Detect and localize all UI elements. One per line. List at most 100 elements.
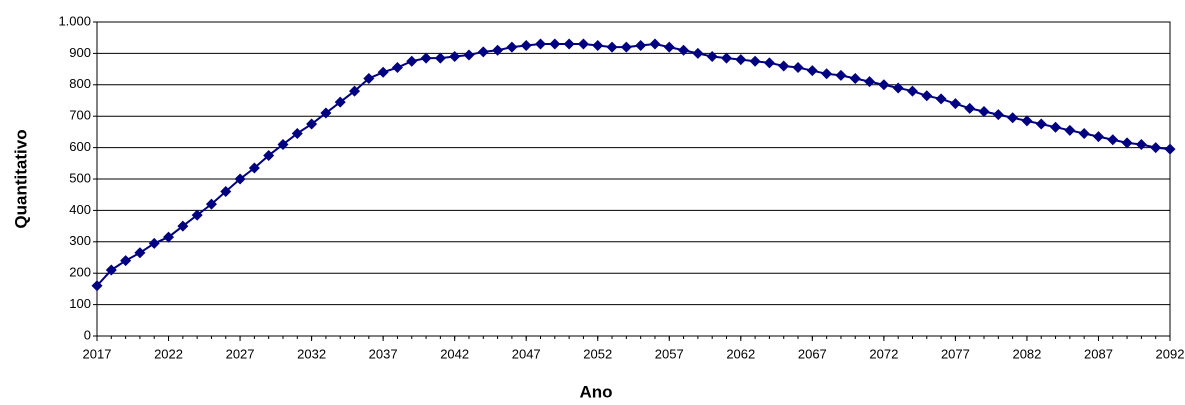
data-point [692, 47, 704, 59]
y-tick-label: 100 [69, 296, 91, 311]
data-point [463, 49, 475, 61]
data-point [778, 60, 790, 72]
data-point [492, 44, 504, 56]
data-point [1121, 137, 1133, 149]
x-tick-label: 2027 [226, 346, 255, 361]
data-point [606, 41, 618, 53]
data-point [1035, 118, 1047, 130]
data-point [134, 247, 146, 259]
data-point [291, 127, 303, 139]
data-point [1092, 131, 1104, 143]
x-tick-label: 2062 [726, 346, 755, 361]
data-point [921, 90, 933, 102]
data-point [620, 41, 632, 53]
data-point [678, 44, 690, 56]
x-tick-label: 2037 [369, 346, 398, 361]
data-point [1050, 121, 1062, 133]
data-point [1164, 143, 1176, 155]
data-point [735, 54, 747, 66]
x-tick-label: 2087 [1084, 346, 1113, 361]
data-point [549, 38, 561, 50]
y-tick-label: 0 [84, 327, 91, 342]
data-point [892, 82, 904, 94]
data-point [349, 85, 361, 97]
x-tick-label: 2077 [941, 346, 970, 361]
x-axis-title: Ano [579, 382, 612, 401]
data-point [1150, 142, 1162, 154]
data-point [277, 138, 289, 150]
data-point [720, 52, 732, 64]
data-point [306, 118, 318, 130]
data-point [1021, 115, 1033, 127]
data-point [120, 255, 132, 267]
data-point [821, 68, 833, 80]
data-point [506, 41, 518, 53]
y-tick-label: 600 [69, 139, 91, 154]
data-point [978, 105, 990, 117]
data-point [906, 85, 918, 97]
data-point [1135, 138, 1147, 150]
y-tick-label: 500 [69, 170, 91, 185]
data-point [949, 98, 961, 110]
data-point [635, 40, 647, 52]
x-tick-label: 2067 [798, 346, 827, 361]
data-point [663, 41, 675, 53]
data-point [849, 73, 861, 85]
data-point [792, 62, 804, 74]
data-point [563, 38, 575, 50]
y-axis-title: Quantitativo [11, 129, 30, 228]
data-point [434, 52, 446, 64]
data-point [334, 96, 346, 108]
x-tick-label: 2057 [655, 346, 684, 361]
data-point [191, 209, 203, 221]
data-point [1007, 112, 1019, 124]
data-point [878, 79, 890, 91]
x-tick-label: 2092 [1156, 346, 1185, 361]
data-point [577, 38, 589, 50]
data-point [1107, 134, 1119, 146]
x-tick-label: 2082 [1012, 346, 1041, 361]
data-point [234, 173, 246, 185]
x-tick-label: 2022 [154, 346, 183, 361]
data-point [477, 46, 489, 58]
data-point [248, 162, 260, 174]
data-point [992, 109, 1004, 121]
data-point [320, 107, 332, 119]
x-tick-label: 2047 [512, 346, 541, 361]
data-point [1078, 127, 1090, 139]
data-point [535, 38, 547, 50]
data-point [220, 186, 232, 198]
data-point [163, 231, 175, 243]
data-point [520, 40, 532, 52]
y-tick-label: 300 [69, 233, 91, 248]
data-point [864, 76, 876, 88]
data-point [105, 264, 117, 276]
data-point [649, 38, 661, 50]
data-point [835, 69, 847, 81]
data-point [205, 198, 217, 210]
data-point [964, 102, 976, 114]
y-tick-label: 700 [69, 108, 91, 123]
y-tick-label: 200 [69, 265, 91, 280]
data-point [592, 40, 604, 52]
data-point [391, 62, 403, 74]
data-point [148, 237, 160, 249]
y-tick-label: 900 [69, 45, 91, 60]
x-tick-label: 2017 [83, 346, 112, 361]
data-point [263, 149, 275, 161]
plot-border [96, 21, 1171, 337]
data-point [749, 55, 761, 67]
x-tick-label: 2052 [583, 346, 612, 361]
x-tick-label: 2072 [869, 346, 898, 361]
data-point [1064, 124, 1076, 136]
data-point [91, 280, 103, 292]
data-point [363, 73, 375, 85]
data-point [935, 93, 947, 105]
data-point [449, 51, 461, 63]
data-point [377, 66, 389, 78]
series-line [96, 42, 1171, 287]
data-point [420, 52, 432, 64]
y-tick-label: 400 [69, 202, 91, 217]
y-tick-label: 800 [69, 76, 91, 91]
